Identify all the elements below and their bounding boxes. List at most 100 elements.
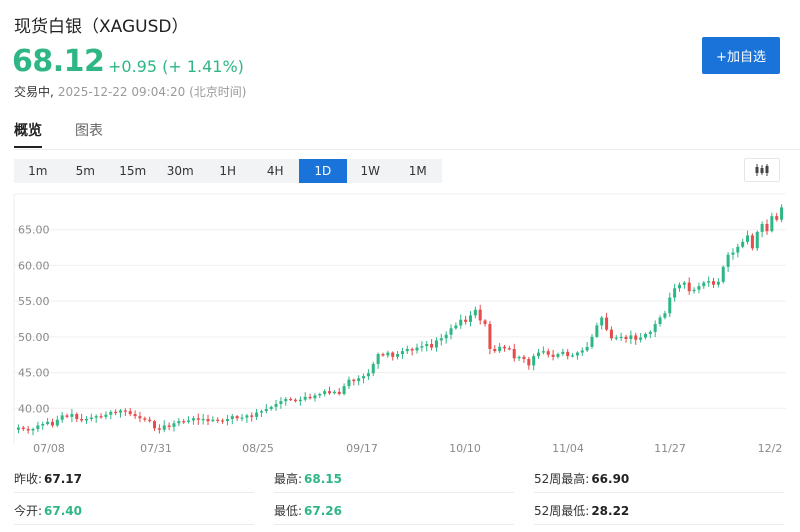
- y-tick-label: 55.00: [18, 295, 50, 308]
- candle: [337, 388, 341, 396]
- x-tick-label: 09/17: [346, 442, 378, 455]
- candle: [26, 426, 30, 434]
- candle: [605, 312, 609, 331]
- candle-body: [605, 317, 609, 330]
- candle-body: [80, 419, 84, 421]
- candle-body: [430, 344, 434, 348]
- candle: [80, 413, 84, 423]
- stat-high-value: 68.15: [304, 472, 343, 486]
- candle-body: [765, 224, 769, 232]
- candle: [347, 376, 351, 389]
- candle-body: [138, 416, 142, 419]
- period-1d[interactable]: 1D: [299, 159, 347, 183]
- candle-body: [177, 421, 181, 424]
- candle: [16, 424, 20, 434]
- candle-body: [527, 359, 531, 366]
- candle-body: [284, 399, 288, 402]
- candle: [36, 421, 40, 432]
- candle: [483, 319, 487, 327]
- stat-prev-close-label: 昨收:: [14, 472, 43, 486]
- period-4h[interactable]: 4H: [266, 164, 284, 178]
- candle-body: [522, 356, 526, 359]
- candle: [682, 280, 686, 289]
- candle: [697, 282, 701, 294]
- candle-body: [235, 416, 239, 419]
- candle: [89, 413, 93, 422]
- x-tick-label: 11/27: [654, 442, 686, 455]
- period-selector: 1m 5m 15m 30m 1H 4H 1D 1W 1M: [14, 159, 442, 183]
- candle: [614, 335, 618, 341]
- tab-chart[interactable]: 图表: [75, 123, 103, 139]
- candle-body: [255, 412, 259, 417]
- candle: [264, 404, 268, 414]
- candle: [308, 393, 312, 400]
- stats-divider: [274, 492, 514, 493]
- stat-52w-high-label: 52周最高:: [534, 472, 590, 486]
- candle-body: [707, 281, 711, 283]
- candle: [148, 416, 152, 423]
- candle: [522, 354, 526, 363]
- candle: [376, 352, 380, 369]
- candle: [191, 416, 195, 425]
- candle-body: [716, 281, 720, 285]
- stats-divider: [274, 524, 514, 525]
- candle-body: [405, 349, 409, 352]
- period-1m[interactable]: 1m: [28, 164, 48, 178]
- candle-body: [658, 317, 662, 324]
- candle-body: [293, 399, 298, 402]
- tab-overview[interactable]: 概览: [14, 120, 42, 148]
- x-tick-label: 07/31: [140, 442, 172, 455]
- period-1mo[interactable]: 1M: [408, 164, 427, 178]
- candle: [721, 265, 725, 284]
- candle-body: [36, 425, 40, 429]
- current-price: 68.12: [12, 44, 105, 79]
- candle-body: [16, 427, 20, 430]
- stats-divider: [14, 492, 254, 493]
- candle-body: [221, 420, 225, 422]
- candle-body: [750, 235, 754, 249]
- candle: [46, 417, 50, 426]
- candle: [396, 351, 400, 360]
- candle-body: [590, 336, 594, 347]
- candle-body: [546, 351, 550, 355]
- candle-body: [31, 429, 35, 431]
- candle-body: [712, 281, 716, 285]
- period-1h[interactable]: 1H: [219, 164, 237, 178]
- candle-body: [245, 415, 249, 418]
- chart-type-button[interactable]: [744, 158, 780, 182]
- period-30m[interactable]: 30m: [166, 164, 194, 178]
- candle-body: [250, 415, 254, 417]
- candle: [468, 311, 472, 327]
- x-tick-label: 07/08: [33, 442, 65, 455]
- period-5m[interactable]: 5m: [75, 164, 95, 178]
- candle: [21, 426, 25, 432]
- add-watchlist-button[interactable]: +加自选: [702, 37, 780, 74]
- candle-body: [464, 319, 468, 322]
- price-chart[interactable]: 65.00 60.00 55.00 50.00 45.00 40.00 07/08 07/3…: [0, 186, 800, 456]
- candle-body: [376, 354, 380, 364]
- candle: [712, 277, 716, 289]
- candle-body: [444, 334, 448, 339]
- candle: [736, 243, 740, 258]
- candle-body: [595, 325, 599, 337]
- candle: [328, 386, 332, 395]
- candle-body: [357, 378, 361, 382]
- candle-body: [313, 395, 317, 399]
- candle: [571, 352, 575, 358]
- period-15m[interactable]: 15m: [119, 164, 147, 178]
- stat-prev-close-value: 67.17: [44, 472, 83, 486]
- period-1w[interactable]: 1W: [360, 164, 381, 178]
- stat-low-label: 最低:: [274, 504, 303, 518]
- candle-body: [274, 404, 278, 407]
- candle: [259, 409, 263, 418]
- candle-body: [337, 391, 341, 394]
- candle: [454, 322, 458, 330]
- candle: [639, 333, 643, 343]
- candle: [250, 412, 254, 422]
- stat-open-value: 67.40: [44, 504, 83, 518]
- candle-body: [118, 410, 123, 413]
- candle-body: [206, 419, 210, 422]
- candle: [541, 346, 545, 355]
- candle-body: [230, 416, 234, 419]
- candle: [50, 418, 54, 428]
